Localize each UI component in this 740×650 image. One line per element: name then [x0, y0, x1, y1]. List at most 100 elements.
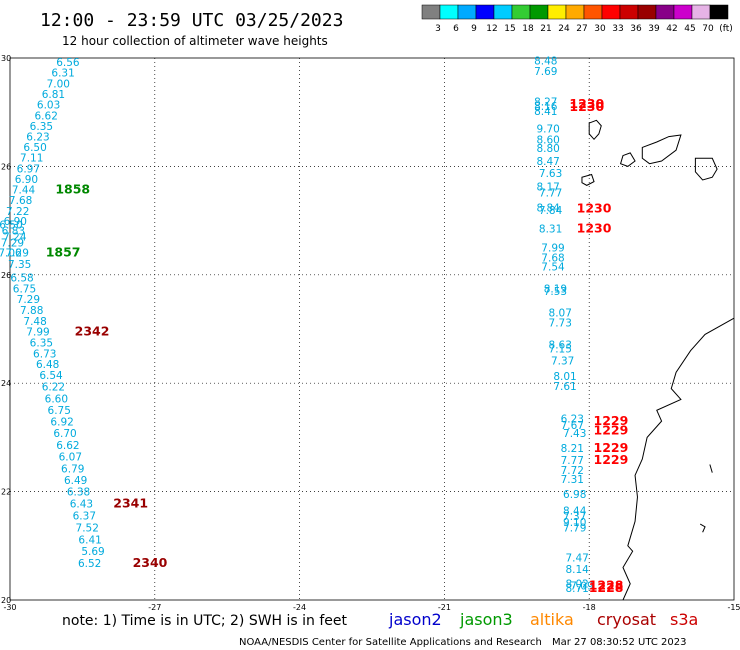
- wave-height-label: 6.49: [64, 475, 87, 487]
- legend-swatch: [547, 4, 567, 20]
- wave-height-label: 6.50: [23, 142, 46, 154]
- wave-height-label: 7.99: [541, 243, 564, 255]
- island-outline: [694, 157, 718, 181]
- legend-swatch: [457, 4, 477, 20]
- wave-height-label: 7.67: [561, 420, 584, 432]
- pass-time-label: 2342: [75, 324, 110, 339]
- pass-time-label: 1858: [55, 182, 90, 197]
- timestamp-text: Mar 27 08:30:52 UTC 2023: [552, 637, 687, 648]
- pass-time-label: 1229: [594, 413, 629, 428]
- legend-tick-label: 30: [594, 24, 606, 34]
- legend-tick-label: 12: [486, 24, 497, 34]
- pass-time-label: 1229: [594, 422, 629, 437]
- wave-height-label: 7.29: [17, 294, 40, 306]
- legend-tick-label: 42: [666, 24, 677, 34]
- legend-swatch: [637, 4, 657, 20]
- wave-height-label: 6.81: [42, 89, 65, 101]
- legend-swatch: [439, 4, 459, 20]
- wave-height-label: 6.75: [48, 405, 71, 417]
- legend-swatch: [511, 4, 531, 20]
- island-outline: [619, 152, 636, 167]
- wave-height-label: 7.47: [565, 553, 588, 565]
- pass-time-label: 1857: [46, 245, 81, 260]
- wave-height-label: 6.98: [563, 489, 586, 501]
- wave-height-label: 7.54: [541, 262, 565, 274]
- wave-height-label: 7.68: [9, 195, 32, 207]
- wave-height-label: 7.48: [23, 316, 46, 328]
- plot-frame: [9, 57, 735, 601]
- wave-height-label: 7.37: [551, 355, 574, 367]
- legend-swatch: [421, 4, 441, 20]
- wave-height-label: 8.14: [565, 564, 589, 576]
- pass-time-label: 1230: [569, 96, 604, 111]
- wave-height-label: 6.23: [561, 413, 584, 425]
- island-outline: [581, 173, 595, 186]
- wave-height-label: 7.15: [549, 344, 572, 356]
- x-tick-label: -24: [293, 603, 306, 612]
- satellite-s3a: s3a: [670, 610, 698, 629]
- satellite-jason2: jason2: [388, 610, 442, 629]
- wave-height-label: 6.62: [56, 440, 79, 452]
- wave-height-label: 6.90: [4, 216, 27, 228]
- wave-height-label: 6.35: [30, 338, 53, 350]
- wave-height-label: 6.83: [2, 225, 25, 237]
- chart-subtitle: 12 hour collection of altimeter wave hei…: [62, 34, 328, 48]
- wave-height-label: 7.24: [3, 231, 27, 243]
- legend-tick-label: 27: [576, 24, 587, 34]
- legend-tick-label: 21: [540, 24, 551, 34]
- legend-tick-label: 24: [558, 24, 570, 34]
- wave-height-label: 6.62: [35, 110, 58, 122]
- wave-height-label: 7.79: [563, 522, 586, 534]
- wave-height-label: 7.61: [553, 381, 576, 393]
- wave-height-label: 7.11: [20, 153, 43, 165]
- wave-height-label: 8.07: [549, 308, 572, 320]
- wave-height-label: 8.21: [561, 443, 584, 455]
- wave-height-label: 6.70: [53, 428, 76, 440]
- legend-tick-label: 3: [435, 24, 441, 34]
- wave-height-label: 5.69: [81, 546, 104, 558]
- pass-time-label: 2341: [113, 496, 148, 511]
- legend-tick-label: 39: [648, 24, 660, 34]
- legend-swatch: [601, 4, 621, 20]
- pass-time-label: 2340: [133, 555, 168, 570]
- wave-height-label: 7.77: [539, 187, 562, 199]
- legend-tick-label: 18: [522, 24, 534, 34]
- wave-height-label: 7.88: [20, 305, 43, 317]
- wave-height-label: 8.80: [536, 143, 559, 155]
- wave-height-label: 6.50: [0, 219, 23, 231]
- chart-title: 12:00 - 23:59 UTC 03/25/2023: [40, 10, 343, 31]
- wave-height-label: 7.73: [549, 317, 572, 329]
- island-outline: [588, 119, 602, 141]
- wave-height-label: 7.63: [539, 168, 562, 180]
- wave-height-label: 6.54: [39, 370, 63, 382]
- satellite-cryosat: cryosat: [597, 610, 656, 629]
- x-tick-label: -18: [583, 603, 596, 612]
- x-tick-label: -21: [438, 603, 451, 612]
- wave-height-label: 8.41: [534, 106, 557, 118]
- legend-tick-label: 45: [684, 24, 695, 34]
- wave-height-label: 9.70: [536, 123, 559, 135]
- wave-height-label: 7.43: [563, 428, 586, 440]
- wave-height-label: 6.75: [13, 283, 36, 295]
- legend-swatch: [493, 4, 513, 20]
- credit-text: NOAA/NESDIS Center for Satellite Applica…: [239, 637, 542, 648]
- legend-swatch: [691, 4, 711, 20]
- pass-time-label: 1230: [577, 201, 612, 216]
- satellite-jason3: jason3: [459, 610, 513, 629]
- legend-tick-label: 6: [453, 24, 459, 34]
- y-tick-label: 20: [1, 596, 11, 605]
- pass-time-label: 1229: [594, 452, 629, 467]
- note-text: note: 1) Time is in UTC; 2) SWH is in fe…: [62, 613, 348, 629]
- wave-height-label: 7.44: [12, 185, 36, 197]
- wave-height-label: 8.84: [536, 203, 560, 215]
- wave-height-label: 7.69: [534, 66, 557, 78]
- legend-swatch: [619, 4, 639, 20]
- wave-height-label: 8.01: [553, 371, 576, 383]
- wave-height-label: 6.41: [78, 534, 101, 546]
- legend-tick-label: 70: [702, 24, 714, 34]
- wave-height-label: 6.56: [56, 57, 80, 69]
- y-tick-label: 26: [1, 271, 11, 280]
- wave-height-label: 6.07: [59, 451, 82, 463]
- legend-tick-label: 33: [612, 24, 623, 34]
- wave-height-label: 6.03: [37, 100, 60, 112]
